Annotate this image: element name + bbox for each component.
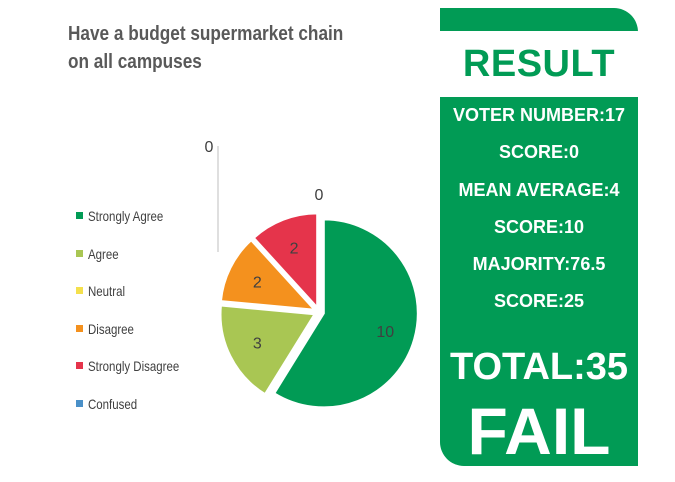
data-label-agree: 3	[253, 336, 262, 353]
result-header: RESULT	[440, 31, 638, 97]
legend-item-neutral: Neutral	[76, 281, 216, 301]
legend-swatch	[76, 212, 83, 219]
data-label-disagree: 2	[253, 274, 262, 291]
legend-label: Agree	[88, 245, 119, 262]
legend-label: Strongly Disagree	[88, 358, 180, 375]
result-panel: RESULT VOTER NUMBER:17 SCORE:0 MEAN AVER…	[440, 8, 638, 466]
legend-swatch	[76, 362, 83, 370]
total-score: TOTAL:35	[449, 346, 629, 388]
legend-label: Disagree	[88, 320, 134, 337]
legend-label: Strongly Agree	[88, 208, 164, 224]
legend-item-strongly-agree: Strongly Agree	[76, 206, 216, 226]
pie-chart: 10 3 0 2 2 0	[205, 139, 419, 409]
majority-stat: MAJORITY:76.5	[472, 254, 606, 274]
voter-number-stat: VOTER NUMBER:17	[452, 105, 626, 125]
legend-swatch	[76, 399, 83, 407]
legend-item-disagree: Disagree	[76, 319, 216, 339]
result-title: RESULT	[462, 43, 616, 85]
legend-swatch	[76, 249, 83, 257]
legend-item-agree: Agree	[76, 244, 216, 264]
pie-slice-agree	[219, 304, 317, 396]
score-stat: SCORE:10	[493, 217, 585, 237]
score-stat: SCORE:25	[493, 291, 585, 311]
score-stat: SCORE:0	[498, 142, 579, 162]
chart-title: Have a budget supermarket chain on all c…	[68, 23, 344, 73]
chart-legend: Strongly Agree Agree Neutral Disagree St…	[76, 206, 216, 432]
legend-label: Neutral	[88, 283, 126, 300]
pie-slice-strongly-agree	[272, 218, 419, 409]
data-label-neutral: 0	[205, 139, 214, 156]
legend-label: Confused	[88, 395, 138, 412]
verdict-label: FAIL	[467, 394, 611, 466]
data-label-confused: 0	[315, 187, 324, 204]
legend-item-strongly-disagree: Strongly Disagree	[76, 356, 216, 376]
mean-average-stat: MEAN AVERAGE:4	[458, 180, 620, 200]
legend-swatch	[76, 324, 83, 332]
pie-slice-disagree	[219, 238, 318, 312]
legend-swatch	[76, 287, 83, 295]
legend-item-confused: Confused	[76, 394, 216, 414]
pie-slice-strongly-disagree	[252, 212, 319, 310]
data-label-strongly-disagree: 2	[290, 241, 299, 258]
data-label-strongly-agree: 10	[376, 324, 394, 341]
